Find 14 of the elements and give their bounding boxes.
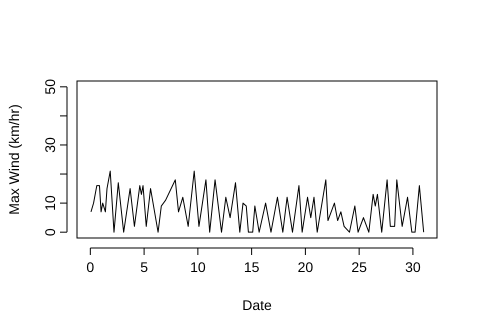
x-tick-label: 5 xyxy=(140,259,148,275)
x-tick-label: 30 xyxy=(405,259,421,275)
x-tick-label: 0 xyxy=(86,259,94,275)
y-axis-title: Max Wind (km/hr) xyxy=(6,104,22,215)
y-tick-label: 10 xyxy=(42,195,58,211)
x-tick-label: 25 xyxy=(351,259,368,275)
y-tick-label: 50 xyxy=(42,78,58,95)
x-tick-label: 20 xyxy=(298,259,314,275)
x-tick-label: 10 xyxy=(190,259,206,275)
x-tick-label: 15 xyxy=(244,259,260,275)
y-tick-label: 0 xyxy=(42,228,58,236)
x-axis-title: Date xyxy=(242,297,272,313)
y-tick-label: 30 xyxy=(42,136,58,153)
line-series xyxy=(90,170,424,233)
